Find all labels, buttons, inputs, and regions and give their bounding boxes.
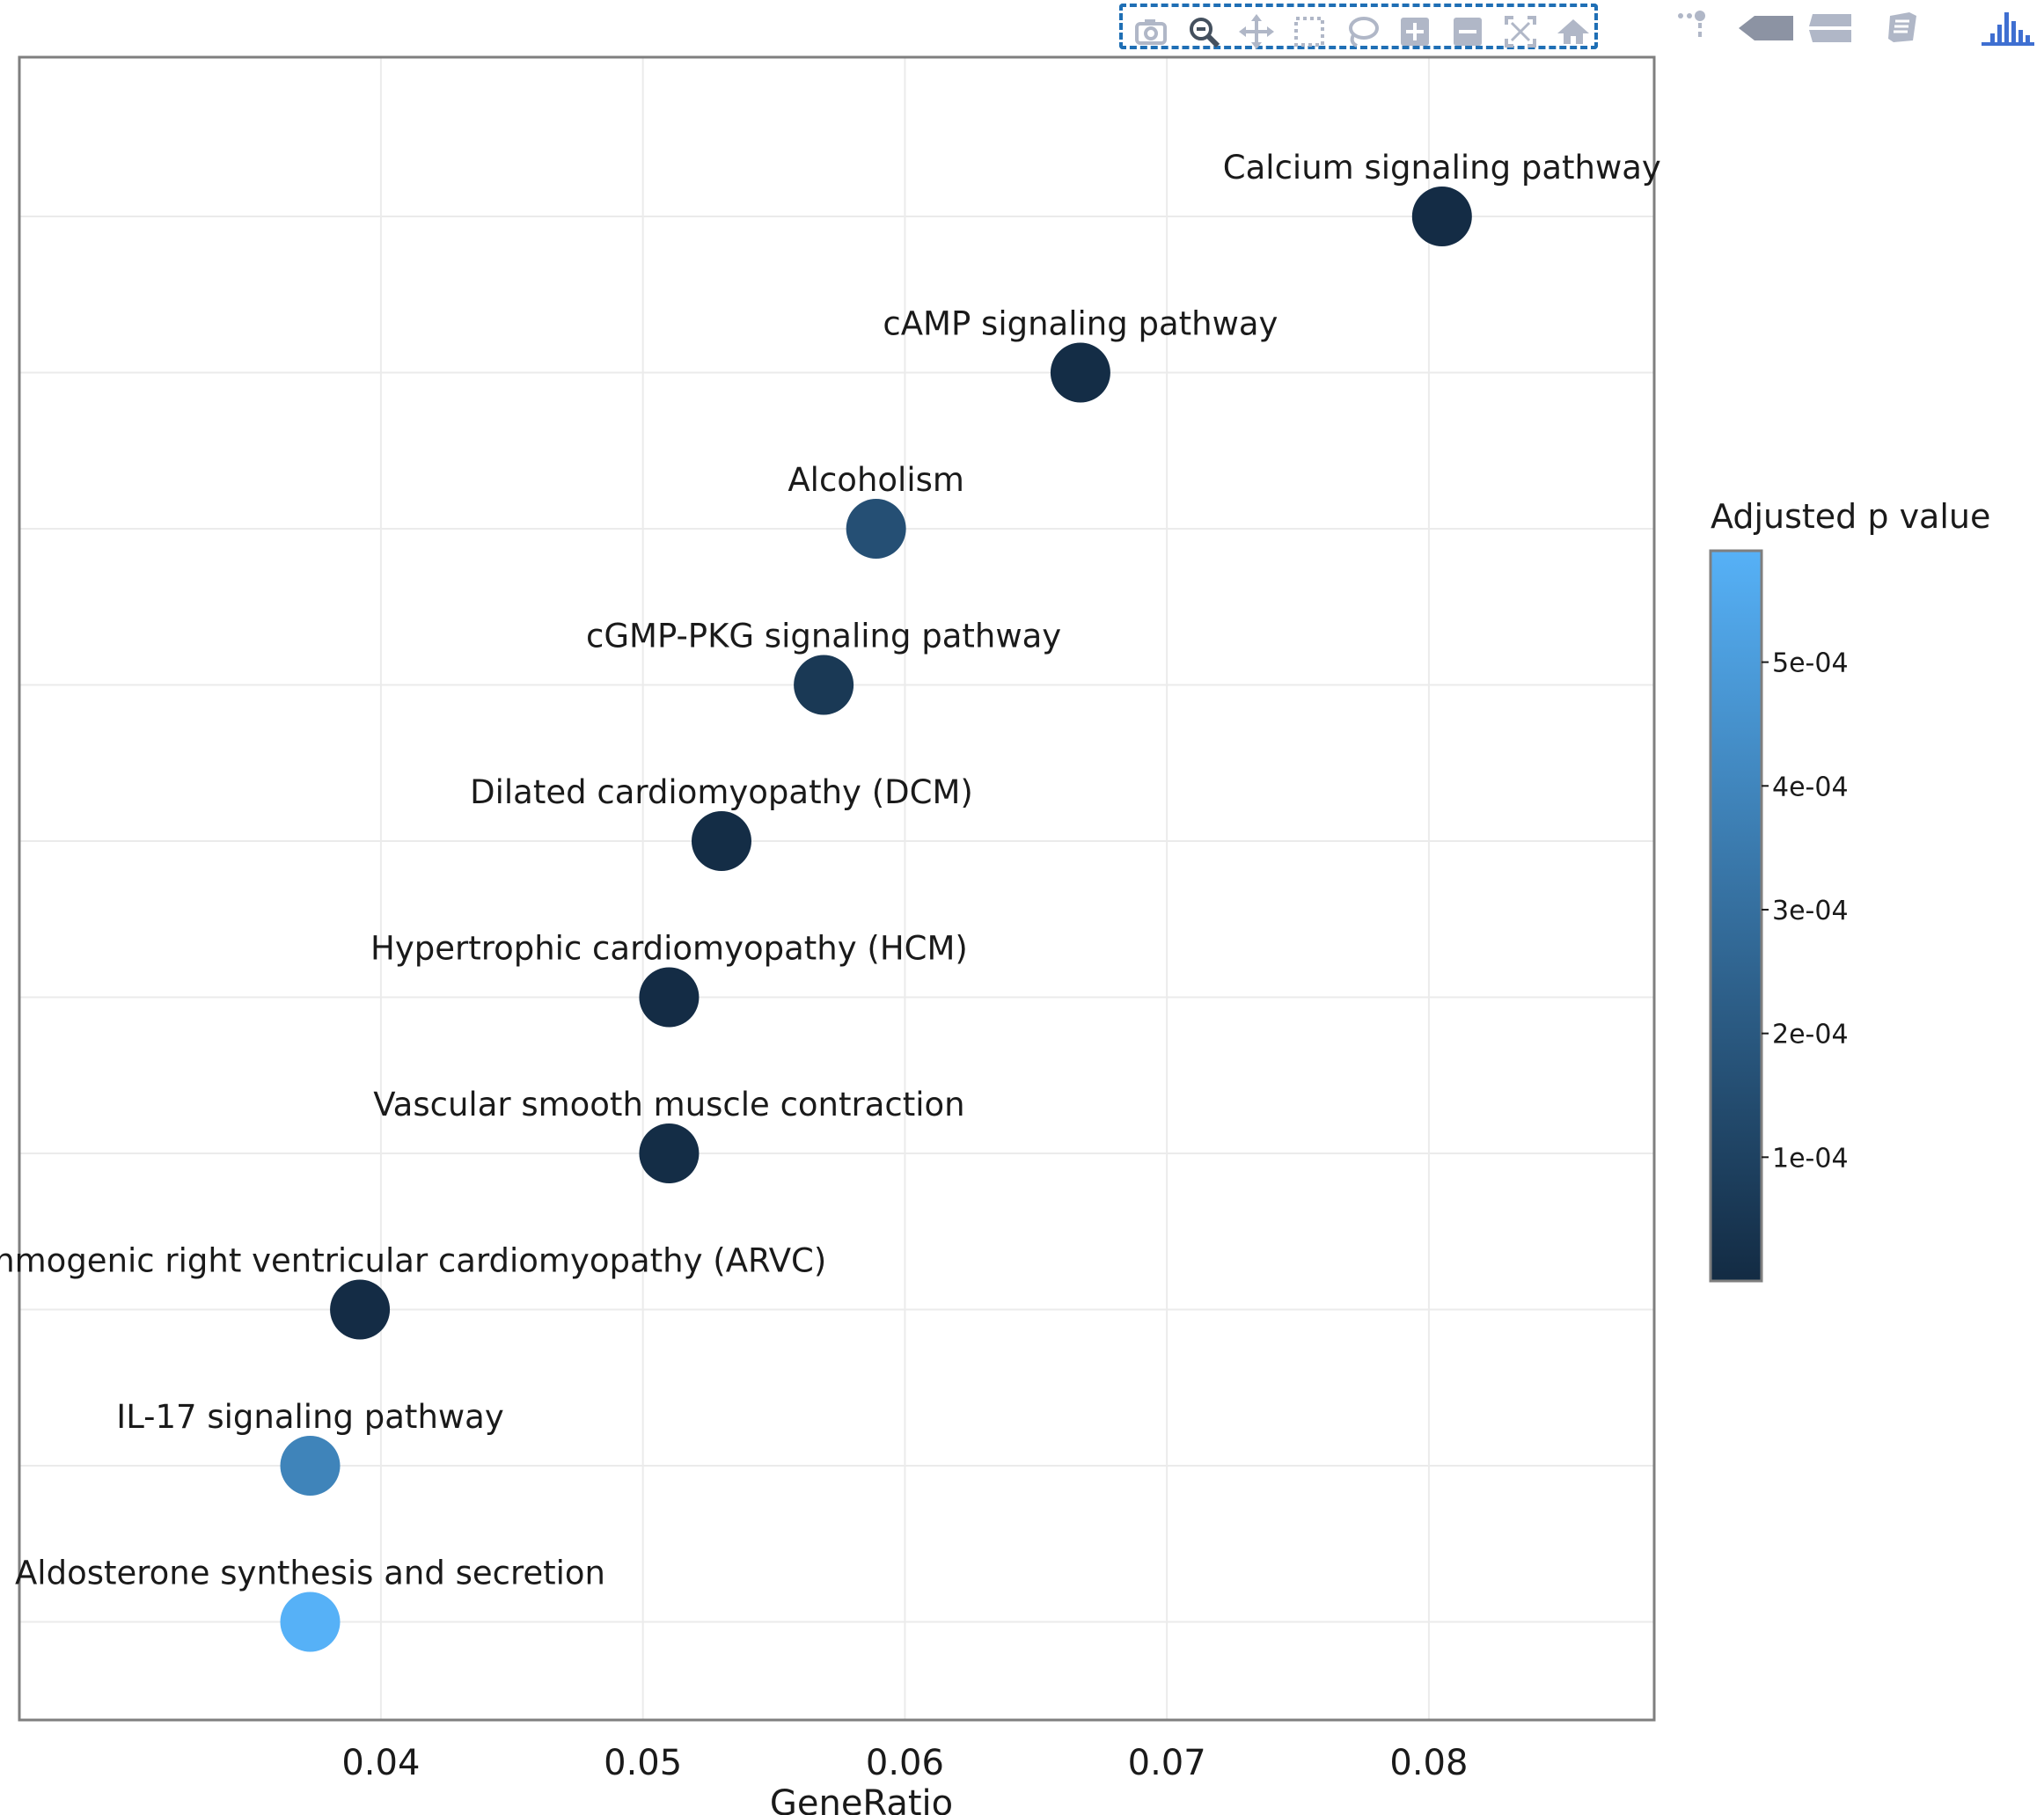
data-point[interactable] <box>280 1436 341 1496</box>
plot-border <box>18 55 1656 1722</box>
box-select-icon <box>1294 17 1324 47</box>
x-tick-label: 0.06 <box>866 1743 944 1783</box>
point-label: Alcoholism <box>788 461 964 499</box>
autoscale-button[interactable] <box>1501 12 1540 51</box>
colorbar-tick-label: 3e-04 <box>1772 896 1849 926</box>
zoom-in-icon <box>1401 18 1429 46</box>
edit-chart-button[interactable] <box>1883 7 1922 49</box>
data-point[interactable] <box>846 499 906 559</box>
pan-button[interactable] <box>1237 12 1276 51</box>
x-tick-label: 0.04 <box>341 1743 420 1783</box>
data-point[interactable] <box>330 1279 391 1340</box>
box-select-button[interactable] <box>1290 12 1329 51</box>
colorbar-tick-label: 5e-04 <box>1772 648 1849 679</box>
reset-axes-icon <box>1557 19 1589 44</box>
point-label: IL-17 signaling pathway <box>116 1398 503 1436</box>
data-point[interactable] <box>639 967 700 1028</box>
plotly-logo-icon <box>1982 12 2034 46</box>
camera-button[interactable] <box>1132 12 1170 51</box>
data-point[interactable] <box>794 655 854 715</box>
plotly-logo-button[interactable] <box>1980 7 2036 49</box>
hover-compare-icon <box>1809 14 1851 42</box>
data-point[interactable] <box>691 811 751 871</box>
data-point[interactable] <box>639 1123 700 1183</box>
plot-background <box>19 57 1654 1720</box>
autoscale-icon <box>1505 16 1536 48</box>
colorbar-tick-label: 4e-04 <box>1772 772 1849 802</box>
point-label: Arrhythmogenic right ventricular cardiom… <box>0 1242 826 1280</box>
zoom-icon <box>1190 18 1220 48</box>
x-tick-label: 0.07 <box>1128 1743 1206 1783</box>
lasso-select-button[interactable] <box>1343 12 1381 51</box>
modebar-group <box>1119 4 1598 49</box>
reset-axes-button[interactable] <box>1554 12 1593 51</box>
lasso-select-icon <box>1349 17 1379 48</box>
data-point[interactable] <box>1411 187 1472 246</box>
colorbar-tick-label: 2e-04 <box>1772 1020 1849 1050</box>
point-label: Aldosterone synthesis and secretion <box>15 1555 605 1592</box>
edit-chart-icon <box>1888 12 1916 42</box>
zoom-out-icon <box>1454 18 1482 46</box>
x-tick-label: 0.08 <box>1389 1743 1468 1783</box>
x-axis-title: GeneRatio <box>770 1783 953 1815</box>
zoom-in-button[interactable] <box>1396 12 1434 51</box>
point-label: cAMP signaling pathway <box>883 305 1278 343</box>
point-label: Calcium signaling pathway <box>1223 149 1661 187</box>
point-label: Vascular smooth muscle contraction <box>373 1086 964 1123</box>
zoom-out-button[interactable] <box>1448 12 1487 51</box>
hover-closest-icon <box>1739 16 1793 40</box>
data-point[interactable] <box>280 1592 341 1652</box>
pan-icon <box>1239 14 1274 49</box>
colorbar-title: Adjusted p value <box>1711 497 1990 536</box>
zoom-button[interactable] <box>1184 12 1223 51</box>
spike-lines-icon <box>1678 11 1705 37</box>
point-label: cGMP-PKG signaling pathway <box>586 618 1061 655</box>
hover-closest-button[interactable] <box>1735 7 1797 49</box>
colorbar-tick-label: 1e-04 <box>1772 1143 1849 1174</box>
spike-lines-button[interactable] <box>1674 7 1712 49</box>
data-point[interactable] <box>1050 342 1110 403</box>
x-tick-label: 0.05 <box>604 1743 682 1783</box>
point-label: Dilated cardiomyopathy (DCM) <box>470 773 973 811</box>
hover-compare-button[interactable] <box>1807 7 1857 49</box>
colorbar <box>1709 549 1763 1283</box>
camera-icon <box>1135 19 1167 45</box>
point-label: Hypertrophic cardiomyopathy (HCM) <box>370 930 968 968</box>
